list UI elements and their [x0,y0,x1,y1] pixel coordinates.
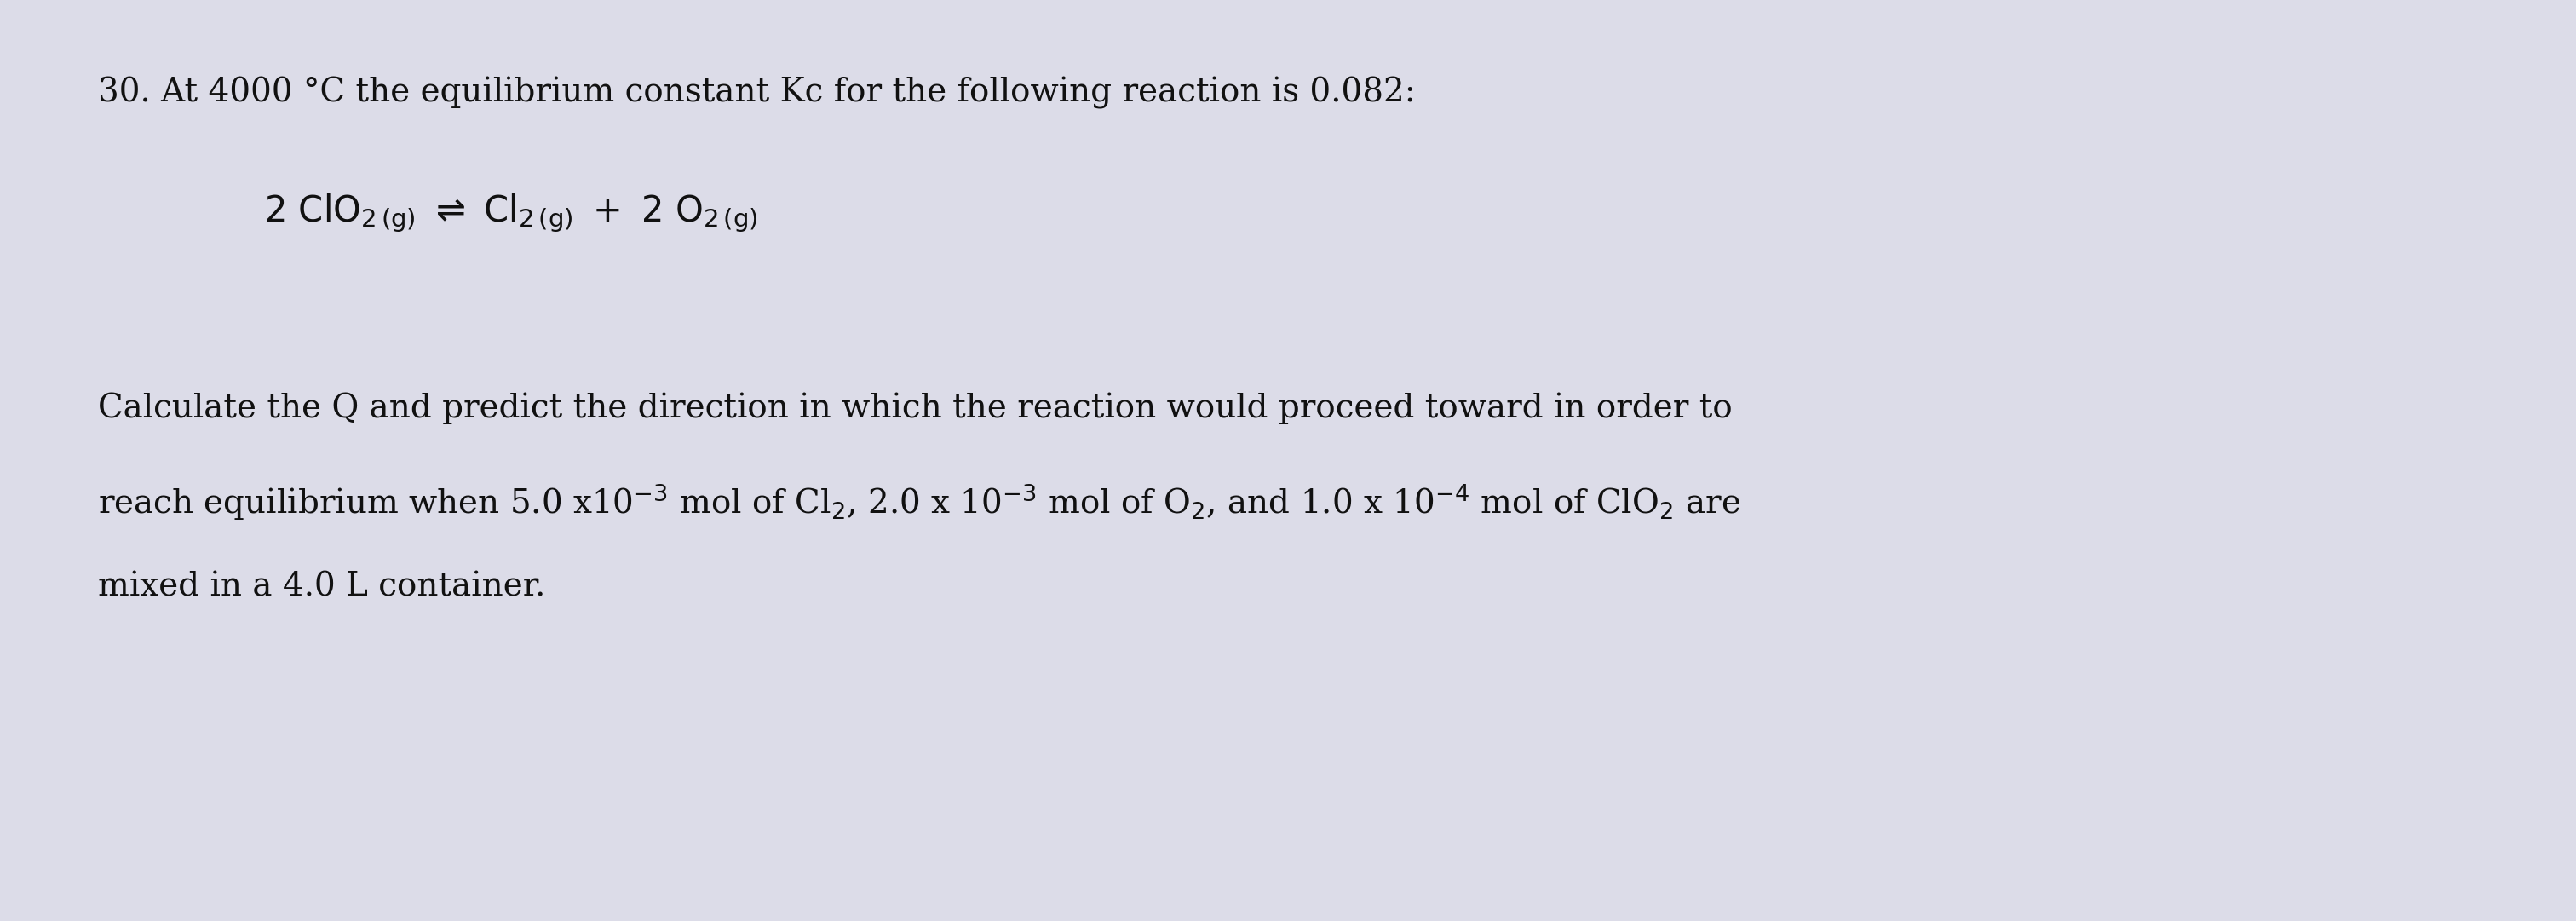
Text: Calculate the Q and predict the direction in which the reaction would proceed to: Calculate the Q and predict the directio… [98,392,1734,424]
Text: 30. At 4000 °C the equilibrium constant Kc for the following reaction is 0.082:: 30. At 4000 °C the equilibrium constant … [98,76,1417,109]
Text: reach equilibrium when 5.0 x10$^{-3}$ mol of Cl$_{2}$, 2.0 x 10$^{-3}$ mol of O$: reach equilibrium when 5.0 x10$^{-3}$ mo… [98,482,1741,522]
Text: mixed in a 4.0 L container.: mixed in a 4.0 L container. [98,571,546,602]
Text: $\mathregular{2\ ClO_{2\,(g)}\ \rightleftharpoons\ Cl_{2\,(g)}\ +\ 2\ O_{2\,(g)}: $\mathregular{2\ ClO_{2\,(g)}\ \rightlef… [265,192,757,234]
